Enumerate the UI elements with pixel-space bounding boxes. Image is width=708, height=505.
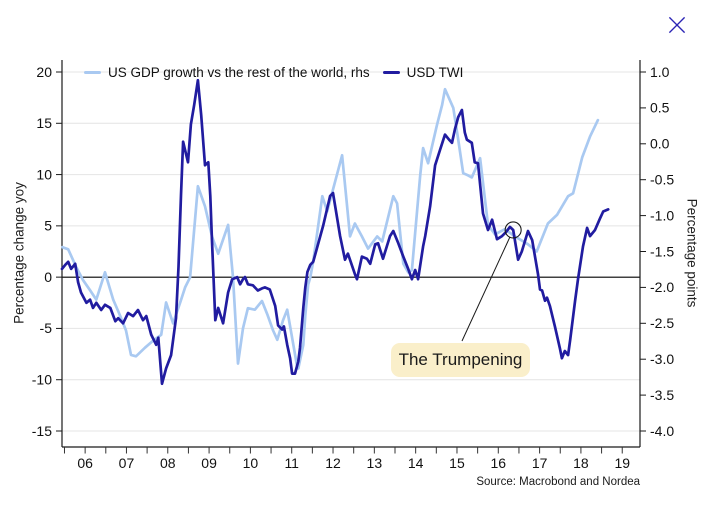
x-tick-label: 18 xyxy=(573,455,589,471)
annotation-leader-line xyxy=(461,237,511,342)
close-icon xyxy=(668,16,686,34)
right-tick-label: -2.0 xyxy=(650,279,674,295)
x-tick-label: 12 xyxy=(325,455,341,471)
x-tick-label: 16 xyxy=(490,455,506,471)
left-tick-label: 0 xyxy=(44,269,52,285)
series-line-us-gdp-vs-row xyxy=(61,87,600,370)
right-axis-title: Percentage points xyxy=(684,198,700,308)
x-tick-label: 06 xyxy=(77,455,93,471)
series-line-usd-twi xyxy=(60,78,610,386)
source-note: Source: Macrobond and Nordea xyxy=(476,476,640,488)
x-tick-label: 17 xyxy=(532,455,548,471)
twi-line-swatch xyxy=(382,70,400,75)
right-tick-label: 0.5 xyxy=(650,100,670,116)
legend-label-gdp: US GDP growth vs the rest of the world, … xyxy=(108,65,370,80)
left-tick-label: -5 xyxy=(40,320,53,336)
annotation-circle xyxy=(504,221,522,239)
x-tick-label: 10 xyxy=(243,455,259,471)
left-tick-label: 10 xyxy=(36,166,52,182)
right-tick-label: 0.0 xyxy=(650,136,670,152)
close-button[interactable] xyxy=(660,8,694,42)
x-tick-label: 08 xyxy=(160,455,176,471)
x-tick-label: 14 xyxy=(408,455,424,471)
x-tick-label: 11 xyxy=(284,455,299,471)
right-tick-label: -2.5 xyxy=(650,315,674,331)
x-tick-label: 19 xyxy=(614,455,630,471)
left-tick-label: 5 xyxy=(44,218,52,234)
left-tick-label: -10 xyxy=(32,372,52,388)
right-tick-label: -0.5 xyxy=(650,172,674,188)
x-tick-label: 13 xyxy=(367,455,383,471)
trumpening-annotation: The Trumpening xyxy=(391,343,530,377)
left-tick-label: 20 xyxy=(36,64,52,80)
x-tick-label: 09 xyxy=(201,455,217,471)
legend-label-twi: USD TWI xyxy=(406,65,464,80)
chart-legend: US GDP growth vs the rest of the world, … xyxy=(84,65,463,80)
right-tick-label: -3.0 xyxy=(650,351,674,367)
right-tick-label: -3.5 xyxy=(650,387,674,403)
gdp-line-swatch xyxy=(84,70,101,75)
right-tick-label: -1.0 xyxy=(650,207,674,223)
left-axis-title: Percentage change yoy xyxy=(11,182,27,324)
x-tick-label: 15 xyxy=(449,455,465,471)
right-tick-label: -1.5 xyxy=(650,243,674,259)
legend-item-twi: USD TWI xyxy=(382,65,464,80)
x-tick-label: 07 xyxy=(119,455,135,471)
right-tick-label: -4.0 xyxy=(650,423,674,439)
left-tick-label: -15 xyxy=(32,423,52,439)
left-tick-label: 15 xyxy=(36,115,52,131)
legend-item-gdp: US GDP growth vs the rest of the world, … xyxy=(84,65,370,80)
right-tick-label: 1.0 xyxy=(650,64,670,80)
